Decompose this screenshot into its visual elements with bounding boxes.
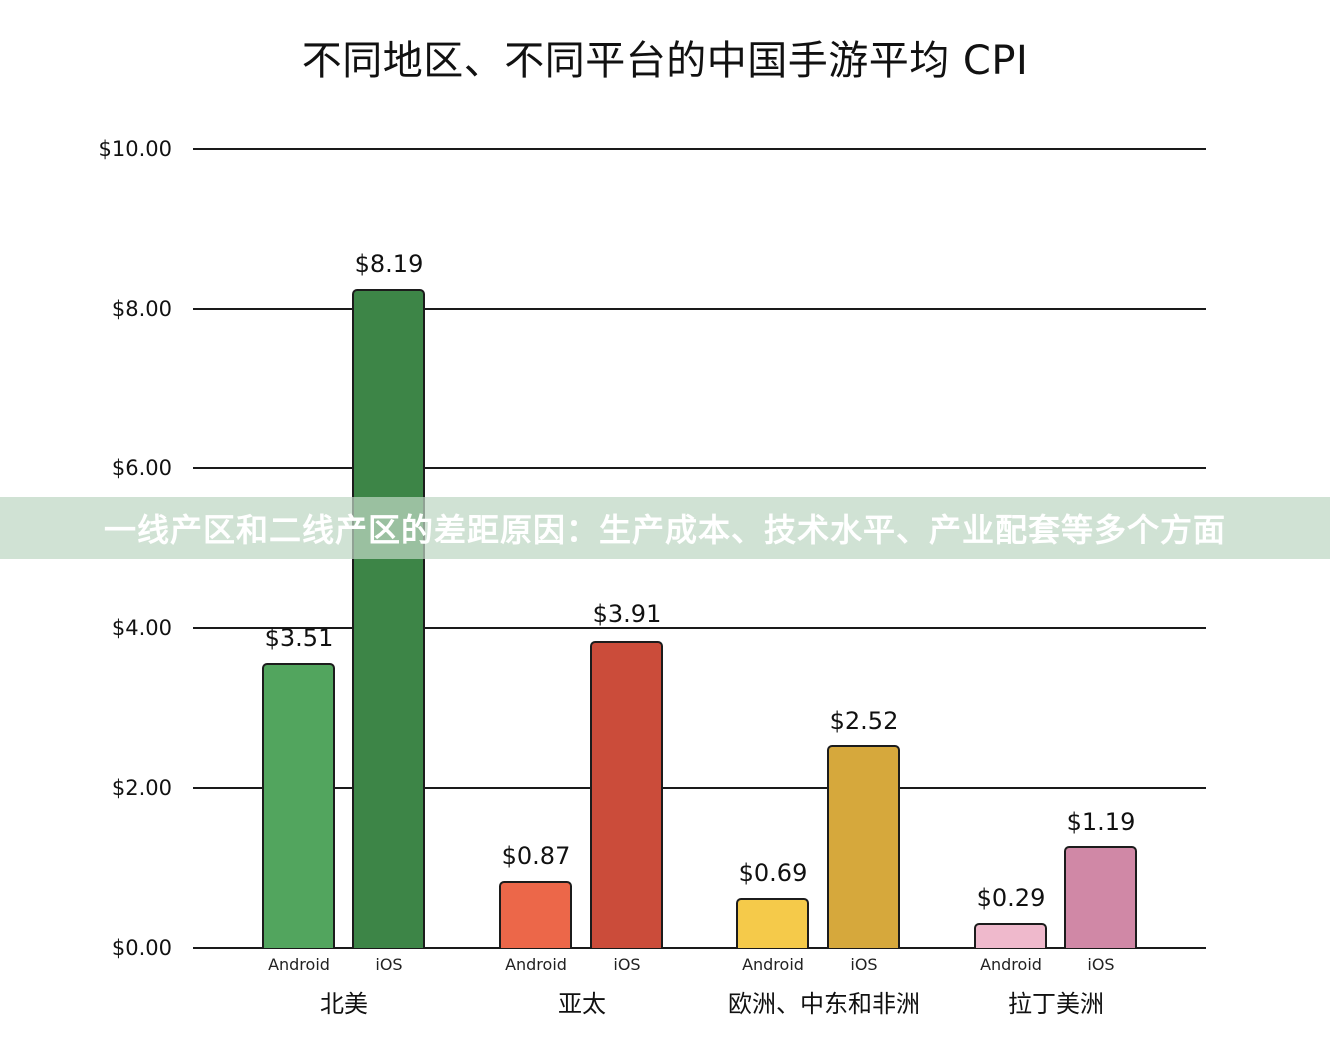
value-label: $3.91: [592, 600, 662, 628]
gridline-8: [193, 308, 1206, 310]
bar-emea-ios: [827, 745, 900, 948]
region-label-latam: 拉丁美洲: [1008, 990, 1104, 1018]
gridline-2: [193, 787, 1206, 789]
region-label-na: 北美: [320, 990, 368, 1018]
value-label: $1.19: [1066, 808, 1136, 836]
gridline-10: [193, 148, 1206, 150]
platform-label: Android: [980, 955, 1042, 974]
gridline-6: [193, 467, 1206, 469]
platform-label: iOS: [613, 955, 641, 974]
platform-label: iOS: [1087, 955, 1115, 974]
y-tick-label: $0.00: [111, 936, 172, 960]
y-tick-label: $4.00: [111, 616, 172, 640]
overlay-banner: 一线产区和二线产区的差距原因：生产成本、技术水平、产业配套等多个方面: [0, 497, 1330, 559]
gridline-4: [193, 627, 1206, 629]
value-label: $0.29: [976, 884, 1046, 912]
chart-title: 不同地区、不同平台的中国手游平均 CPI: [301, 38, 1029, 84]
platform-label: iOS: [850, 955, 878, 974]
platform-label: Android: [505, 955, 567, 974]
bar-latam-ios: [1064, 846, 1137, 948]
platform-label: Android: [742, 955, 804, 974]
value-label: $0.69: [738, 859, 808, 887]
value-label: $2.52: [829, 707, 899, 735]
value-label: $3.51: [264, 624, 334, 652]
bar-na-android: [262, 663, 335, 948]
platform-label: iOS: [375, 955, 403, 974]
value-label: $8.19: [354, 250, 424, 278]
y-tick-label: $8.00: [111, 297, 172, 321]
bar-na-ios: [352, 289, 425, 948]
region-label-emea: 欧洲、中东和非洲: [728, 990, 920, 1018]
y-tick-label: $6.00: [111, 456, 172, 480]
bar-ap-android: [499, 881, 572, 948]
y-tick-label: $2.00: [111, 776, 172, 800]
overlay-banner-text: 一线产区和二线产区的差距原因：生产成本、技术水平、产业配套等多个方面: [103, 511, 1226, 549]
platform-label: Android: [268, 955, 330, 974]
bar-ap-ios: [590, 641, 663, 948]
bar-emea-android: [736, 898, 809, 948]
bar-latam-android: [974, 923, 1047, 948]
region-label-ap: 亚太: [558, 990, 606, 1018]
gridline-0: [193, 947, 1206, 949]
y-tick-label: $10.00: [98, 137, 172, 161]
value-label: $0.87: [501, 842, 571, 870]
